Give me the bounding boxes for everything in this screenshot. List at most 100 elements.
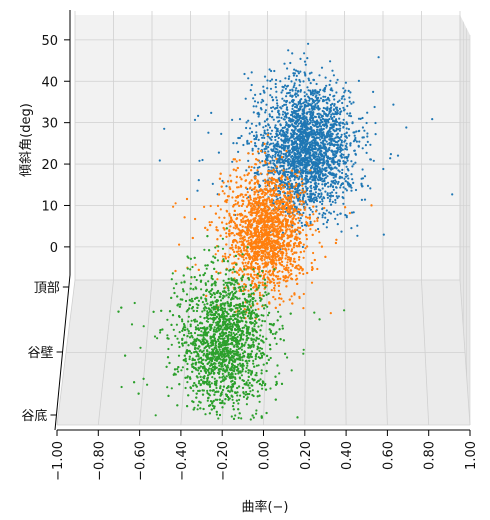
data-point [251,207,254,210]
data-point [263,250,266,253]
data-point [345,127,348,130]
data-point [250,179,253,182]
data-point [296,155,299,158]
data-point [217,151,220,154]
data-point [256,190,259,193]
data-point [306,142,309,145]
data-point [330,138,333,141]
data-point [219,172,222,175]
data-point [257,215,260,218]
data-point [298,170,301,173]
data-point [268,113,271,116]
data-point [291,123,294,126]
data-point [329,88,333,91]
data-point [271,212,274,215]
data-point [305,144,308,147]
data-point [288,190,292,193]
data-point [286,261,289,264]
data-point [193,118,197,121]
data-point [289,124,292,127]
data-point [300,213,303,216]
data-point [206,228,209,231]
data-point [277,243,280,246]
data-point [303,161,306,164]
data-point [276,106,279,109]
data-point [297,177,300,180]
data-point [295,274,298,277]
data-point [253,166,256,169]
data-point [372,159,375,162]
data-point [329,60,332,63]
data-point [312,192,315,195]
data-point [288,177,291,180]
data-point [320,129,323,132]
data-point [314,104,317,107]
data-point [274,138,277,142]
data-point [314,146,317,150]
data-point [311,121,314,124]
data-point [298,272,301,275]
data-point [319,88,322,91]
data-point [342,87,345,90]
data-point [240,219,243,222]
data-point [299,130,302,134]
data-point [329,167,332,170]
data-point [251,152,254,156]
data-point [277,289,280,292]
data-point [294,110,298,113]
data-point [277,143,280,146]
data-point [285,168,288,171]
data-point [312,213,315,216]
data-point [338,129,341,132]
data-point [265,210,268,213]
data-point [327,121,330,124]
data-point [210,111,213,114]
data-point [310,281,314,284]
data-point [396,154,400,157]
data-point [355,140,358,143]
data-point [334,140,337,144]
data-point [222,181,225,184]
data-point [295,251,298,254]
data-point [337,195,340,198]
data-point [269,79,272,83]
data-point [320,245,323,248]
data-point [263,151,267,154]
data-point [294,89,297,92]
data-point [272,166,275,170]
data-point [267,166,270,169]
data-point [295,78,298,81]
data-point [293,202,296,205]
data-point [298,116,301,120]
data-point [306,245,309,248]
data-point [307,152,310,155]
data-point [262,179,265,182]
data-point [302,243,305,246]
data-point [307,145,310,148]
data-point [270,237,273,240]
data-point [250,275,253,278]
data-point [313,144,316,147]
data-point [304,73,307,76]
data-point [333,98,336,101]
data-point [271,135,274,138]
data-point [264,147,267,150]
data-point [178,243,181,246]
data-point [325,169,328,172]
data-point [272,261,275,264]
data-point [335,81,338,84]
data-point [352,181,355,184]
data-point [207,131,210,134]
data-point [285,121,288,124]
data-point [310,160,313,163]
data-point [281,260,284,263]
data-point [252,105,255,108]
data-point [304,121,307,124]
data-point [269,247,272,250]
data-point [301,146,305,149]
data-point [340,141,343,144]
data-point [309,208,312,211]
data-point [257,308,260,311]
data-point [241,270,244,273]
